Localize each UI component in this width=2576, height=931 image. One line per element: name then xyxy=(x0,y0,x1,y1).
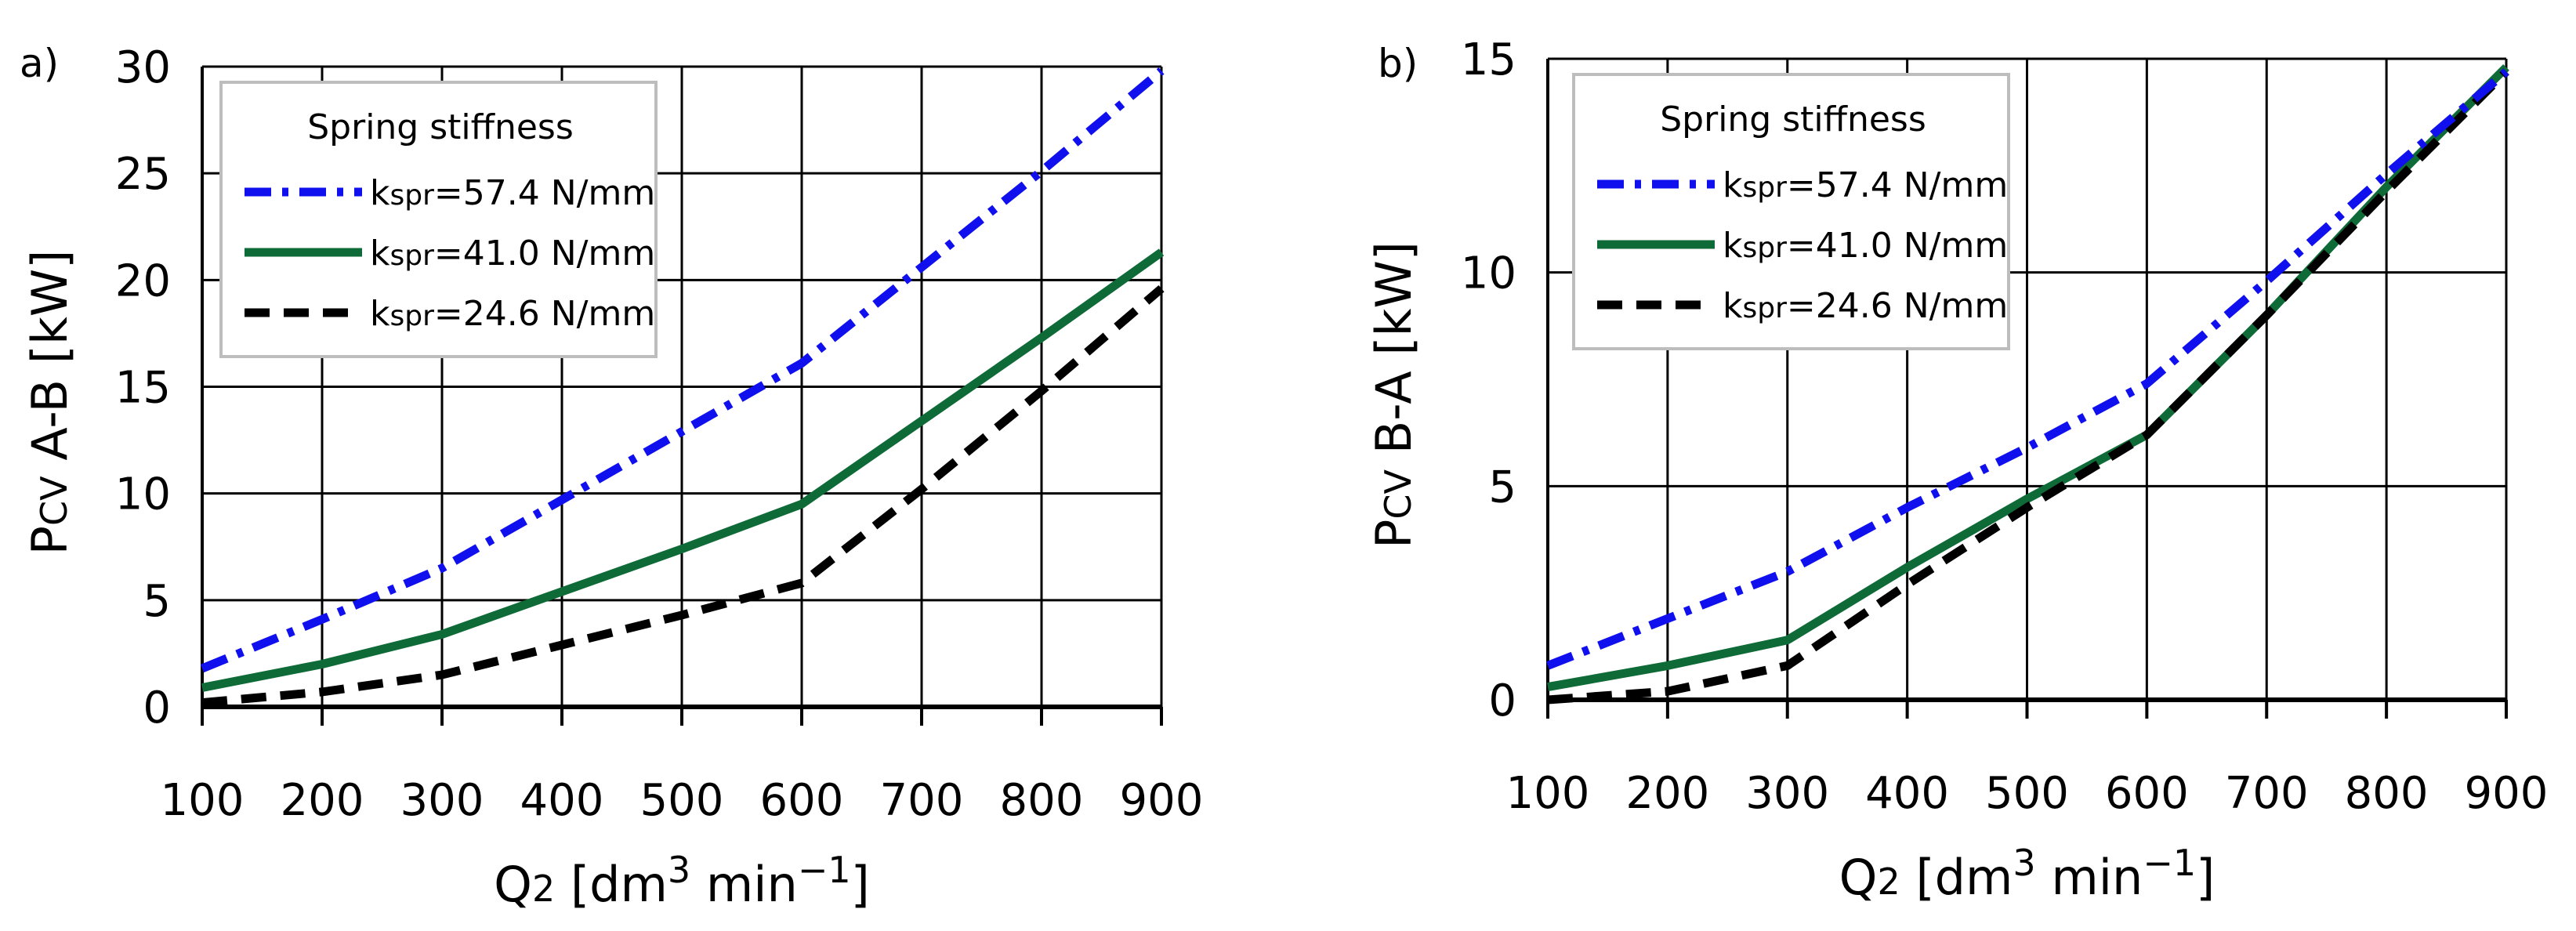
legend-entry: kspr=57.4 N/mm xyxy=(370,173,655,213)
x-axis-label-unit: [dm xyxy=(555,856,668,913)
y-axis-label: PCV B-A [kW] xyxy=(1365,241,1422,549)
y-axis-label-sub: CV xyxy=(33,476,75,526)
x-tick-label: 500 xyxy=(1985,768,2069,819)
x-axis-label-sup: 3 xyxy=(668,849,690,891)
x-tick-label: 200 xyxy=(1625,768,1709,819)
y-tick-label: 30 xyxy=(115,42,171,93)
y-axis-label-main: P xyxy=(21,526,78,555)
y-tick-label: 0 xyxy=(1488,676,1516,726)
legend-entry-value: =57.4 N/mm xyxy=(1787,165,2008,205)
legend-entry: kspr=57.4 N/mm xyxy=(1723,165,2008,205)
legend-entry-value: =57.4 N/mm xyxy=(434,173,655,213)
x-axis-label: Q2 [dm3 min−1] xyxy=(494,849,870,913)
legend-entry-main: k xyxy=(370,234,390,274)
x-tick-label: 800 xyxy=(2345,768,2429,819)
legend-entry-main: k xyxy=(1723,165,1743,205)
x-tick-label: 900 xyxy=(2465,768,2549,819)
x-tick-label: 600 xyxy=(2105,768,2189,819)
x-tick-label: 900 xyxy=(1120,775,1204,826)
x-tick-label: 700 xyxy=(2225,768,2309,819)
y-tick-label: 20 xyxy=(115,255,171,306)
y-axis-label-sub: CV xyxy=(1377,469,1419,519)
legend-entry-main: k xyxy=(370,294,390,334)
legend-entry-value: =24.6 N/mm xyxy=(434,294,655,334)
y-tick-label: 25 xyxy=(115,149,171,200)
legend-entry: kspr=24.6 N/mm xyxy=(370,294,655,334)
series-line-dashdot xyxy=(200,67,1165,673)
legend-entry: kspr=41.0 N/mm xyxy=(370,234,655,274)
legend-entry-main: k xyxy=(1723,226,1743,266)
legend-entry-sub: spr xyxy=(389,179,434,212)
y-tick-label: 5 xyxy=(143,576,171,627)
panel-label: a) xyxy=(20,41,59,86)
x-tick-label: 700 xyxy=(880,775,964,826)
legend-entry-value: =41.0 N/mm xyxy=(434,234,655,274)
y-axis-label: PCV A-B [kW] xyxy=(21,250,78,556)
legend-title: Spring stiffness xyxy=(307,107,574,147)
y-tick-label: 10 xyxy=(115,469,171,520)
x-tick-label: 300 xyxy=(1745,768,1829,819)
y-tick-label: 5 xyxy=(1488,462,1516,513)
x-tick-label: 100 xyxy=(1506,768,1590,819)
series-line-solid xyxy=(201,248,1165,692)
series-line-dashed xyxy=(1547,68,2509,705)
x-axis-label-sup-2: −1 xyxy=(2143,842,2196,884)
x-axis-label-unit-2: min xyxy=(2036,849,2143,906)
x-axis-label-sup-2: −1 xyxy=(798,849,851,891)
x-axis-label-close: ] xyxy=(851,856,870,913)
x-tick-label: 300 xyxy=(400,775,484,826)
x-tick-label: 400 xyxy=(520,775,604,826)
y-axis-label-rest: A-B [kW] xyxy=(21,250,78,476)
legend-entry-sub: spr xyxy=(389,240,434,272)
x-axis-label: Q2 [dm3 min−1] xyxy=(1839,842,2216,906)
legend-entry-main: k xyxy=(370,173,390,213)
x-axis-label-unit-2: min xyxy=(690,856,798,913)
x-tick-label: 800 xyxy=(1000,775,1084,826)
y-tick-label: 15 xyxy=(115,363,171,414)
legend-entry-value: =24.6 N/mm xyxy=(1787,286,2008,326)
legend-entry-sub: spr xyxy=(1742,232,1787,264)
panel-label: b) xyxy=(1378,41,1418,86)
y-tick-label: 0 xyxy=(143,683,171,734)
y-tick-label: 10 xyxy=(1461,248,1516,299)
x-tick-label: 100 xyxy=(161,775,245,826)
y-axis-label-rest: B-A [kW] xyxy=(1365,241,1422,469)
legend-entry-sub: spr xyxy=(1742,172,1787,204)
chart-panel-a: a) 0 5 10 15 20 25 30 100 200 300 400 500 600 700 800 90… xyxy=(20,41,1203,913)
x-axis-label-sub: 2 xyxy=(532,868,555,910)
x-axis-label-main: Q xyxy=(1839,849,1878,906)
y-tick-label: 15 xyxy=(1461,34,1516,85)
x-axis-label-main: Q xyxy=(494,856,532,913)
legend-entry-main: k xyxy=(1723,286,1743,326)
x-axis-label-sub: 2 xyxy=(1877,860,1900,903)
legend-entry-sub: spr xyxy=(389,300,434,332)
series-line-dashed xyxy=(201,285,1165,708)
x-tick-label: 600 xyxy=(760,775,844,826)
x-axis-label-close: ] xyxy=(2196,849,2215,906)
x-axis-label-unit: [dm xyxy=(1900,849,2013,906)
chart-panel-b: b) 0 5 10 15 100 200 300 400 500 600 700 800 900 Q2 [d… xyxy=(1365,34,2548,906)
series-line-dashdot xyxy=(1545,68,2509,670)
legend-entry: kspr=41.0 N/mm xyxy=(1723,226,2008,266)
legend-entry-value: =41.0 N/mm xyxy=(1787,226,2008,266)
x-tick-label: 200 xyxy=(281,775,364,826)
x-tick-label: 500 xyxy=(640,775,724,826)
x-tick-label: 400 xyxy=(1865,768,1949,819)
x-axis-label-sup: 3 xyxy=(2013,842,2035,884)
legend-title: Spring stiffness xyxy=(1660,100,1926,139)
legend-entry-sub: spr xyxy=(1742,292,1787,324)
legend-entry: kspr=24.6 N/mm xyxy=(1723,286,2008,326)
y-axis-label-main: P xyxy=(1365,520,1422,549)
